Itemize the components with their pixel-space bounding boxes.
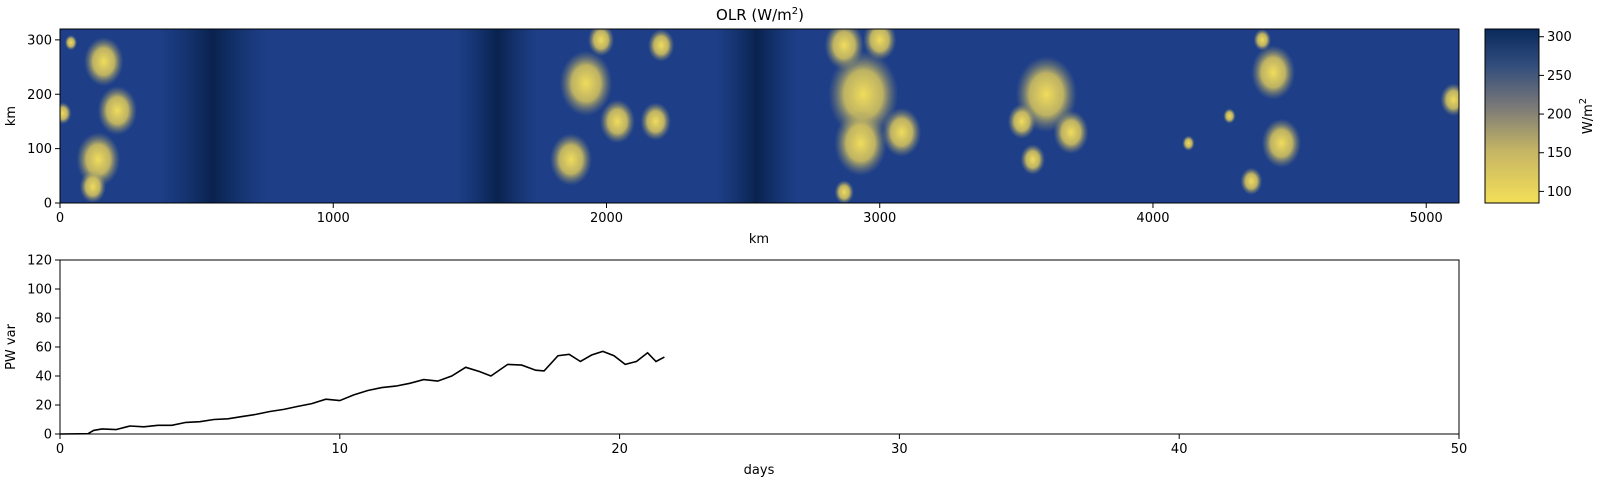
pw-plot-frame: [59, 259, 1460, 435]
pw-y-tick-label: 40: [35, 370, 52, 385]
cold-cloud-4: [79, 170, 106, 203]
olr-y-tick-label: 0: [44, 197, 52, 212]
pw-x-tick-label: 20: [611, 442, 628, 457]
colorbar-ticks: 100 150 200 250 300: [1539, 30, 1572, 200]
dark-band-0: [158, 29, 268, 203]
cold-cloud-19: [1053, 110, 1089, 155]
olr-x-tick-label: 4000: [1136, 211, 1169, 226]
cold-cloud-1: [84, 37, 124, 87]
dark-band-1: [456, 29, 539, 203]
olr-y-tick-label: 300: [27, 33, 52, 48]
olr-cold-clouds: [60, 29, 1459, 203]
olr-x-tick-label: 0: [56, 211, 64, 226]
olr-y-tick-label: 200: [27, 88, 52, 103]
cold-cloud-16: [834, 180, 854, 203]
colorbar-tick-label: 200: [1547, 108, 1572, 123]
pw-var-panel: 0 10 20 30 40 50 0 20 40 60 80 100 120 days PW var: [4, 254, 1467, 479]
olr-x-axis-label: km: [749, 232, 769, 247]
olr-y-ticks: 0 100 200 300: [27, 33, 60, 212]
cold-cloud-8: [587, 29, 615, 57]
cold-cloud-25: [1261, 118, 1302, 168]
pw-x-tick-label: 40: [1171, 442, 1188, 457]
olr-x-tick-label: 2000: [590, 211, 623, 226]
olr-x-tick-label: 1000: [317, 211, 350, 226]
cold-cloud-28: [1440, 83, 1459, 116]
pw-x-tick-label: 30: [891, 442, 908, 457]
pw-y-tick-label: 120: [27, 254, 52, 269]
cold-cloud-7: [549, 133, 592, 186]
colorbar-tick-label: 300: [1547, 30, 1572, 45]
pw-y-tick-label: 80: [35, 312, 52, 327]
pw-var-series-line: [59, 350, 665, 435]
olr-x-ticks: 0 1000 2000 3000 4000 5000: [56, 203, 1443, 226]
cold-cloud-14: [828, 50, 899, 138]
colorbar-tick-label: 100: [1547, 185, 1572, 200]
cold-cloud-15: [834, 110, 887, 176]
dark-band-2: [715, 29, 798, 203]
pw-y-ticks: 0 20 40 60 80 100 120: [27, 254, 60, 443]
cold-cloud-27: [1253, 29, 1272, 51]
cold-cloud-9: [599, 99, 635, 144]
pw-y-tick-label: 60: [35, 341, 52, 356]
olr-panel: OLR (W/m2) 0 1000 2000 3000 4000 5000 0 100 200…: [4, 6, 1596, 247]
pw-y-axis-label: PW var: [4, 323, 19, 369]
olr-plot-frame: [59, 28, 1460, 204]
cold-cloud-21: [1020, 144, 1045, 175]
colorbar: [1484, 28, 1540, 204]
olr-x-tick-label: 5000: [1410, 211, 1443, 226]
olr-title: OLR (W/m2): [716, 6, 804, 24]
cold-cloud-24: [1251, 45, 1296, 100]
colorbar-tick-label: 250: [1547, 69, 1572, 84]
pw-y-tick-label: 0: [44, 428, 52, 443]
pw-x-ticks: 0 10 20 30 40 50: [56, 434, 1467, 457]
cold-cloud-17: [881, 107, 922, 157]
colorbar-tick-label: 150: [1547, 146, 1572, 161]
pw-x-tick-label: 10: [332, 442, 349, 457]
cold-cloud-11: [648, 29, 675, 62]
pw-y-tick-label: 100: [27, 283, 52, 298]
pw-x-tick-label: 50: [1451, 442, 1468, 457]
cold-cloud-5: [60, 102, 72, 125]
cold-cloud-10: [640, 102, 671, 141]
cold-cloud-23: [1223, 108, 1236, 124]
olr-x-tick-label: 3000: [863, 211, 896, 226]
colorbar-label: W/m2: [1578, 98, 1596, 134]
cold-cloud-6: [559, 50, 613, 116]
cold-cloud-22: [1182, 135, 1195, 151]
pw-x-axis-label: days: [744, 463, 775, 478]
olr-y-axis-label: km: [4, 106, 19, 126]
pw-y-tick-label: 20: [35, 399, 52, 414]
cold-cloud-26: [1240, 167, 1263, 195]
olr-y-tick-label: 100: [27, 142, 52, 157]
cold-cloud-2: [97, 86, 138, 136]
olr-dark-bands: [158, 29, 798, 203]
cold-cloud-20: [1007, 104, 1036, 139]
pw-x-tick-label: 0: [56, 442, 64, 457]
cold-cloud-0: [64, 34, 78, 51]
